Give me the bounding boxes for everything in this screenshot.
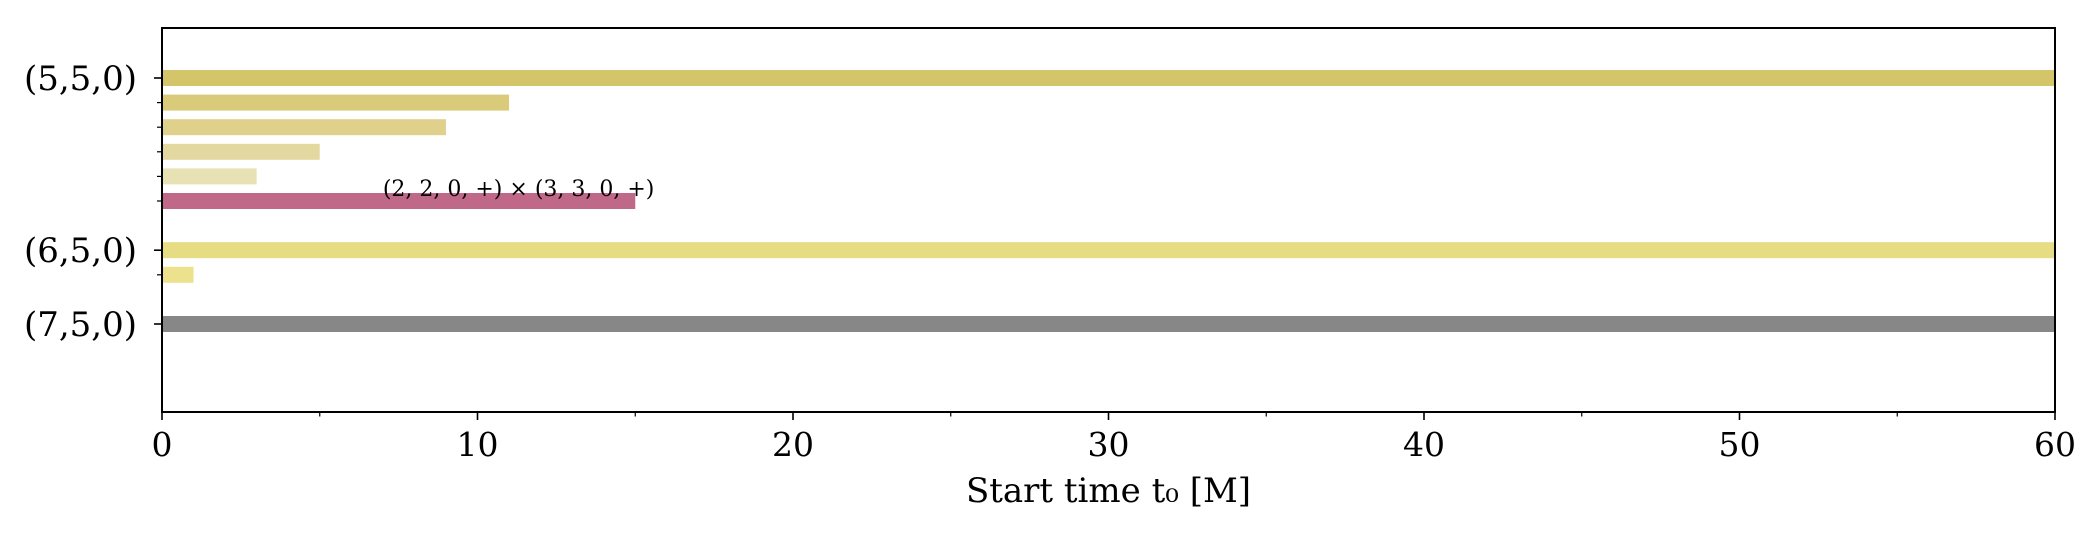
bar-row-4	[162, 168, 257, 185]
bar-row-2	[162, 119, 446, 136]
bar-row-0	[162, 70, 2055, 86]
bar-row-7	[162, 242, 2055, 259]
x-tick-label: 60	[2034, 425, 2076, 464]
x-tick-label: 40	[1403, 425, 1445, 464]
bar-row-3	[162, 143, 320, 160]
annotation-label: (2, 2, 0, +) × (3, 3, 0, +)	[383, 177, 655, 202]
x-tick-label: 20	[772, 425, 814, 464]
labels-layer: 0 10 20 30 40 50 60 (5,5,0) (6,5,0) (7,5,0) (2, 2,…	[24, 59, 2076, 464]
x-axis-label: Start time t₀ [M]	[966, 471, 1251, 511]
x-tick-label: 0	[152, 425, 173, 464]
x-tick-label: 30	[1088, 425, 1130, 464]
x-tick-label: 50	[1719, 425, 1761, 464]
y-group-label: (5,5,0)	[24, 59, 137, 99]
x-tick-label: 10	[457, 425, 499, 464]
bars-layer	[162, 70, 2055, 332]
bar-row-10	[162, 316, 2055, 332]
y-group-label: (6,5,0)	[24, 231, 137, 271]
y-group-label: (7,5,0)	[24, 305, 137, 345]
bar-row-8	[162, 266, 194, 283]
bar-row-1	[162, 94, 510, 111]
ticks-layer	[154, 77, 2056, 420]
bar-row-5	[162, 193, 636, 209]
